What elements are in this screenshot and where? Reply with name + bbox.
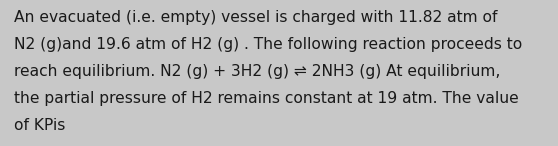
Text: the partial pressure of H2 remains constant at 19 atm. The value: the partial pressure of H2 remains const… — [14, 91, 519, 106]
Text: N2 (g)and 19.6 atm of H2 (g) . The following reaction proceeds to: N2 (g)and 19.6 atm of H2 (g) . The follo… — [14, 37, 522, 52]
Text: reach equilibrium. N2 (g) + 3H2 (g) ⇌ 2NH3 (g) At equilibrium,: reach equilibrium. N2 (g) + 3H2 (g) ⇌ 2N… — [14, 64, 501, 79]
Text: of KPis: of KPis — [14, 118, 65, 133]
Text: An evacuated (i.e. empty) vessel is charged with 11.82 atm of: An evacuated (i.e. empty) vessel is char… — [14, 10, 497, 25]
